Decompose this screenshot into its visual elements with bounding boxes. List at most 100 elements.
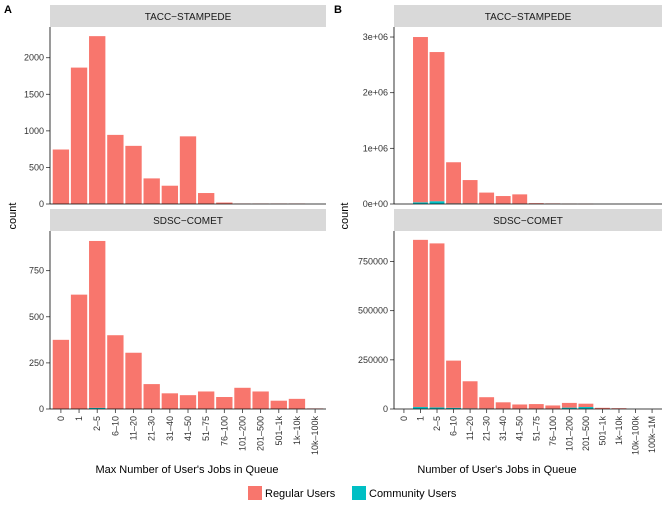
bar-regular [545,405,560,408]
legend: Regular Users Community Users [248,486,457,500]
x-tick-label: 1 [74,416,84,421]
legend-key-regular [248,486,262,500]
bar-regular [512,194,527,203]
y-axis-title-b: count [339,203,351,230]
x-tick-label: 1k–10k [292,416,302,446]
facet-a-1: TACC−STAMPEDE 0 500 1000 1500 2000 [24,5,326,209]
x-tick-label: 41–50 [183,416,193,441]
x-tick-label: 51–75 [531,416,541,441]
x-tick-label: 21–30 [482,416,492,441]
facet-title: SDSC−COMET [493,216,563,227]
y-tick-label: 3e+06 [363,32,388,42]
y-tick-label: 1e+06 [363,143,388,153]
y-tick-label: 500 [29,312,44,322]
x-tick-label: 76–100 [548,416,558,446]
bar-regular [89,36,105,203]
facet-title: SDSC−COMET [153,216,223,227]
bar-regular [463,180,478,203]
bar-regular [107,335,123,409]
x-tick-label: 11–20 [129,416,139,440]
bar-regular [578,404,593,407]
y-axis-title-a: count [7,203,19,230]
x-tick-label: 10k–100k [631,416,641,456]
bar-regular [71,295,87,409]
x-tick-label: 2–5 [92,416,102,431]
x-tick-label: 6–10 [110,416,120,436]
bar-regular [529,404,544,409]
y-tick-label: 2e+06 [363,88,388,98]
legend-label-regular: Regular Users [265,488,336,500]
bar-regular [162,186,178,204]
bar-regular [430,52,445,201]
bar-regular [430,243,445,407]
x-axis-title-b: Number of User's Jobs in Queue [417,464,576,476]
y-tick-label: 750000 [358,256,388,266]
bar-regular [252,391,268,409]
y-tick-label: 0e+00 [363,199,388,209]
bar-regular [180,395,196,409]
y-tick-label: 500 [29,162,44,172]
bar-regular [512,404,527,408]
x-tick-label: 21–30 [147,416,157,441]
panel-label-b: B [334,4,342,16]
x-tick-label: 1k–10k [614,416,624,446]
x-tick-label: 201–500 [581,416,591,451]
x-tick-label: 501–1k [597,416,607,446]
bar-community [430,201,445,204]
x-tick-label: 6–10 [449,416,459,436]
y-tick-label: 250 [29,358,44,368]
bar-regular [413,37,428,202]
x-tick-label: 76–100 [219,416,229,446]
x-tick-label: 0 [399,416,409,421]
x-tick-label: 11–20 [465,416,475,440]
x-tick-label: 31–40 [165,416,175,441]
bar-regular [198,391,214,409]
bar-regular [144,384,160,409]
x-tick-label: 201–500 [256,416,266,451]
bar-regular [107,135,123,204]
bar-regular [144,178,160,204]
bar-regular [216,397,232,409]
bar-regular [271,401,287,409]
panel-label-a: A [4,4,12,16]
y-tick-label: 0 [383,404,388,414]
bar-regular [234,388,250,409]
x-tick-label: 31–40 [498,416,508,441]
bar-regular [562,403,577,408]
y-tick-label: 250000 [358,355,388,365]
bar-regular [71,68,87,204]
y-tick-label: 0 [39,199,44,209]
bar-regular [162,393,178,409]
bar-regular [53,150,69,204]
x-tick-label: 501–1k [274,416,284,446]
bar-regular [446,361,461,408]
x-tick-label: 51–75 [201,416,211,441]
y-tick-label: 2000 [24,53,44,63]
x-tick-label: 101–200 [564,416,574,451]
x-tick-label: 1 [415,416,425,421]
legend-label-community: Community Users [369,488,457,500]
y-tick-label: 1000 [24,126,44,136]
bar-regular [53,340,69,409]
bar-regular [496,196,511,204]
y-tick-label: 1500 [24,89,44,99]
bar-regular [180,136,196,204]
bar-regular [125,146,141,204]
x-tick-label: 41–50 [515,416,525,441]
facet-title: TACC−STAMPEDE [485,12,572,23]
bar-regular [463,381,478,408]
bar-regular [446,162,461,203]
facet-title: TACC−STAMPEDE [145,12,232,23]
y-tick-label: 750 [29,266,44,276]
bar-regular [125,353,141,409]
x-axis-title-a: Max Number of User's Jobs in Queue [95,464,278,476]
bar-regular [289,399,305,409]
bar-regular [496,402,511,408]
bar-regular [479,397,494,408]
x-tick-label: 0 [56,416,66,421]
x-tick-label: 101–200 [237,416,247,451]
bar-regular [413,240,428,407]
